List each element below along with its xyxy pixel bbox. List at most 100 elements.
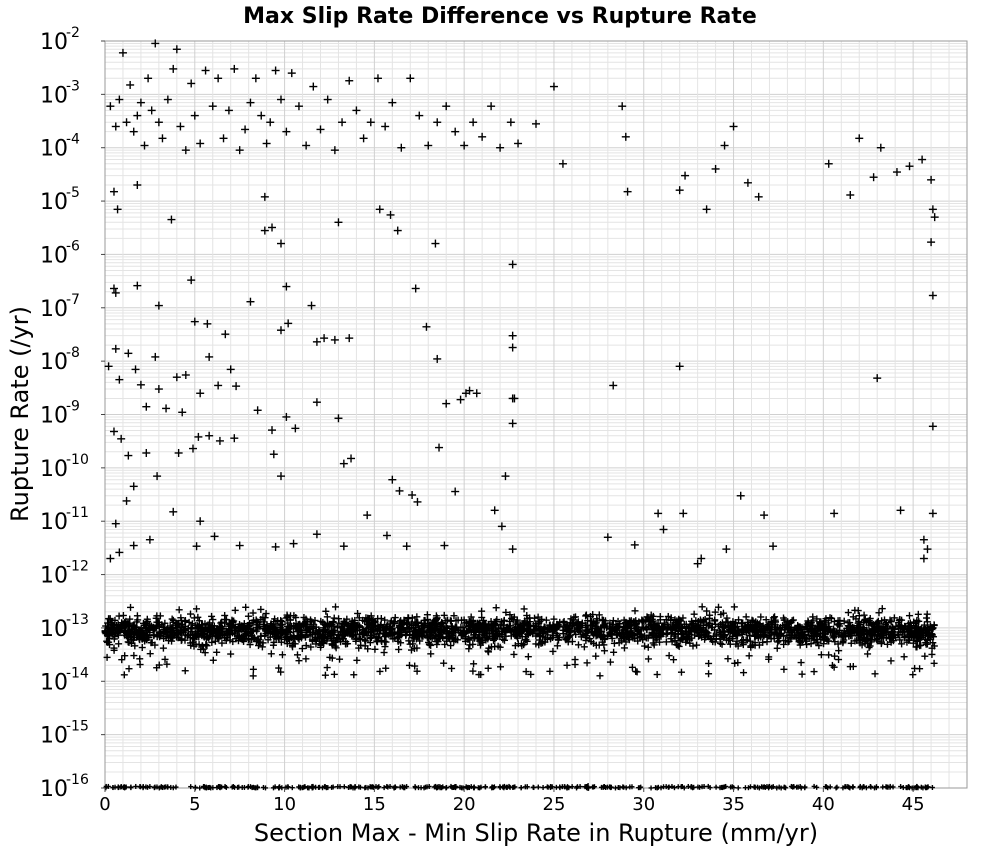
- data-point: [426, 783, 432, 789]
- data-point: [228, 616, 236, 624]
- data-point: [730, 603, 738, 611]
- data-point: [138, 644, 146, 652]
- data-point: [153, 618, 161, 626]
- data-point: [508, 260, 517, 269]
- data-point: [549, 82, 558, 91]
- data-point: [282, 630, 290, 638]
- data-point: [490, 785, 496, 791]
- data-point: [172, 45, 181, 54]
- data-point: [143, 784, 149, 790]
- data-point: [188, 784, 194, 790]
- data-point: [293, 633, 301, 641]
- data-point: [284, 619, 292, 627]
- data-point: [603, 624, 611, 632]
- data-point: [716, 639, 724, 647]
- data-point: [312, 398, 321, 407]
- data-point: [484, 648, 492, 656]
- data-point: [794, 624, 802, 632]
- data-point: [886, 633, 894, 641]
- data-point: [755, 621, 763, 629]
- data-point: [406, 74, 415, 83]
- data-point: [242, 603, 250, 611]
- data-point: [353, 627, 361, 635]
- data-point: [864, 650, 872, 658]
- data-point: [323, 664, 331, 672]
- data-point: [254, 642, 262, 650]
- data-point: [644, 634, 652, 642]
- data-point: [927, 238, 936, 247]
- data-point: [844, 609, 852, 617]
- data-point: [267, 650, 275, 658]
- data-point: [326, 653, 334, 661]
- data-point: [618, 102, 627, 111]
- data-point: [615, 630, 623, 638]
- data-point: [502, 608, 510, 616]
- data-point: [129, 541, 138, 550]
- data-point: [465, 645, 473, 653]
- data-point: [470, 623, 478, 631]
- data-point: [820, 621, 828, 629]
- y-tick-exponent: -15: [66, 719, 89, 735]
- data-point: [855, 618, 863, 626]
- data-point: [163, 95, 172, 104]
- data-point: [628, 663, 636, 671]
- data-point: [442, 102, 451, 111]
- data-point: [248, 636, 256, 644]
- data-point: [447, 617, 455, 625]
- data-point: [145, 535, 154, 544]
- data-point: [213, 624, 221, 632]
- data-point: [412, 618, 420, 626]
- data-point: [144, 74, 153, 83]
- data-point: [447, 642, 455, 650]
- data-point: [542, 616, 550, 624]
- data-point: [339, 542, 348, 551]
- data-point: [520, 605, 528, 613]
- data-point: [898, 616, 906, 624]
- data-point: [282, 282, 291, 291]
- y-tick-label: 10: [40, 137, 68, 162]
- data-point: [756, 620, 764, 628]
- data-point: [209, 616, 217, 624]
- data-point: [106, 641, 114, 649]
- data-point: [130, 652, 138, 660]
- data-point: [181, 370, 190, 379]
- data-point: [187, 628, 195, 636]
- data-point: [601, 620, 609, 628]
- data-point: [665, 652, 673, 660]
- data-point: [222, 784, 228, 790]
- data-point: [190, 642, 198, 650]
- data-point: [783, 785, 789, 791]
- data-point: [181, 667, 189, 675]
- data-point: [676, 637, 684, 645]
- y-tick-label: 10: [40, 510, 68, 535]
- data-point: [122, 496, 131, 505]
- data-point: [667, 624, 675, 632]
- data-point: [244, 625, 252, 633]
- data-point: [568, 620, 576, 628]
- data-point: [855, 629, 863, 637]
- x-tick-label: 25: [543, 794, 566, 815]
- data-point: [128, 785, 134, 791]
- data-point: [574, 785, 580, 791]
- data-point: [422, 628, 430, 636]
- data-point: [433, 118, 442, 127]
- data-point: [321, 671, 329, 679]
- data-point: [638, 617, 646, 625]
- data-point: [408, 490, 417, 499]
- data-point: [928, 422, 937, 431]
- data-point: [706, 614, 714, 622]
- data-point: [622, 638, 630, 646]
- data-point: [332, 637, 340, 645]
- data-point: [695, 632, 703, 640]
- data-point: [871, 670, 879, 678]
- data-point: [754, 634, 762, 642]
- data-point: [382, 664, 390, 672]
- data-point: [311, 629, 319, 637]
- data-point: [769, 542, 778, 551]
- data-point: [193, 605, 201, 613]
- data-point: [293, 651, 301, 659]
- y-axis-label: Rupture Rate (/yr): [6, 306, 34, 522]
- data-point: [176, 122, 185, 131]
- data-point: [222, 627, 230, 635]
- data-point: [277, 668, 285, 676]
